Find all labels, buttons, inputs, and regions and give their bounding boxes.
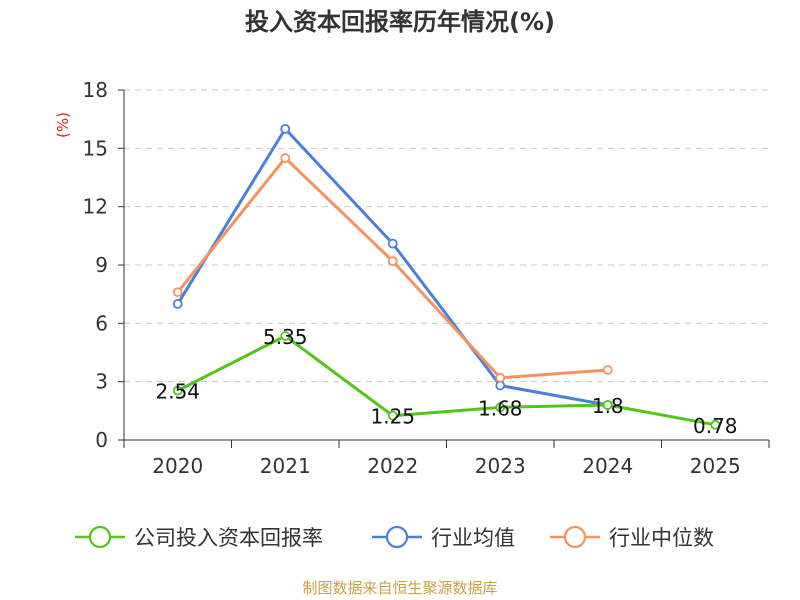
data-label: 0.78 — [693, 414, 738, 438]
legend-marker-2 — [563, 525, 587, 549]
legend[interactable]: 公司投入资本回报率 行业均值 行业中位数 — [75, 525, 714, 550]
data-label: 1.8 — [592, 394, 624, 418]
data-label: 5.35 — [263, 325, 308, 349]
data-point-2 — [280, 153, 291, 163]
y-tick-label: 18 — [83, 78, 108, 102]
data-label: 1.68 — [478, 396, 523, 420]
series-line-1 — [176, 127, 609, 407]
y-tick-label: 9 — [95, 253, 108, 277]
data-point-0 — [280, 331, 291, 341]
data-point-0 — [495, 402, 506, 413]
y-tick-label: 3 — [95, 370, 108, 394]
series-line-2 — [176, 156, 608, 380]
x-tick-label: 2025 — [690, 454, 741, 478]
series-lines — [172, 123, 721, 430]
data-point-1 — [495, 380, 506, 391]
x-tick-label: 2023 — [475, 454, 526, 478]
legend-label-1: 行业均值 — [431, 526, 515, 550]
data-point-0 — [602, 400, 613, 410]
data-label: 2.54 — [155, 380, 200, 404]
x-tick-label: 2020 — [152, 454, 203, 478]
data-point-2 — [602, 365, 613, 375]
data-point-0 — [387, 410, 398, 421]
legend-marker-1 — [385, 525, 409, 549]
data-point-1 — [280, 123, 291, 134]
legend-item-0[interactable]: 公司投入资本回报率 — [75, 525, 323, 550]
data-point-1 — [387, 238, 398, 249]
legend-marker-0 — [88, 525, 112, 549]
y-tick-label: 15 — [83, 136, 108, 160]
x-tick-label: 2021 — [260, 454, 311, 478]
data-point-2 — [495, 372, 506, 383]
legend-label-0: 公司投入资本回报率 — [134, 526, 323, 550]
y-axis-unit-label: (%) — [54, 112, 72, 138]
data-labels: 2.54 5.35 1.25 1.68 1.8 0.78 — [155, 325, 737, 438]
y-tick-label: 12 — [83, 195, 108, 219]
legend-item-1[interactable]: 行业均值 — [372, 525, 515, 550]
gridlines — [124, 89, 769, 383]
data-label: 1.25 — [370, 405, 415, 429]
data-point-0 — [710, 419, 721, 430]
y-tick-label: 6 — [95, 311, 108, 335]
data-point-2 — [387, 256, 398, 267]
legend-item-2[interactable]: 行业中位数 — [550, 525, 714, 550]
data-point-1 — [172, 298, 183, 309]
series-line-0 — [177, 334, 716, 427]
legend-label-2: 行业中位数 — [609, 526, 714, 550]
x-tick-label: 2022 — [367, 454, 418, 478]
data-source-footer: 制图数据来自恒生聚源数据库 — [302, 579, 497, 597]
axes: 0 3 6 9 12 15 18 2020 2021 2022 2023 2024 2025 — [83, 78, 770, 478]
data-point-0 — [172, 385, 183, 396]
chart-title: 投入资本回报率历年情况(%) — [245, 8, 555, 36]
x-tick-label: 2024 — [582, 454, 633, 478]
data-point-2 — [172, 287, 183, 298]
y-tick-label: 0 — [95, 428, 108, 452]
